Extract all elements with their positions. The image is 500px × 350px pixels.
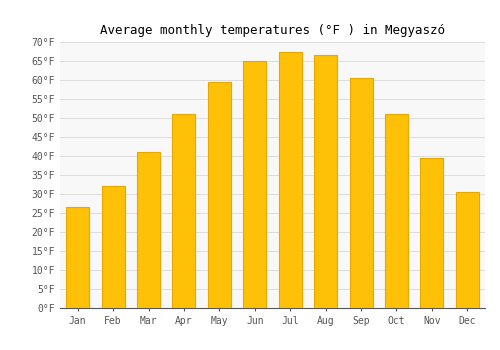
- Bar: [350, 78, 372, 308]
- Bar: [172, 114, 196, 308]
- Bar: [420, 158, 444, 308]
- Bar: [278, 51, 301, 308]
- Title: Average monthly temperatures (°F ) in Megyaszó: Average monthly temperatures (°F ) in Me…: [100, 24, 445, 37]
- Bar: [137, 152, 160, 308]
- Bar: [244, 61, 266, 308]
- Bar: [66, 207, 89, 308]
- Bar: [102, 187, 124, 308]
- Bar: [456, 192, 479, 308]
- Bar: [208, 82, 231, 308]
- Bar: [314, 55, 337, 308]
- Bar: [385, 114, 408, 308]
